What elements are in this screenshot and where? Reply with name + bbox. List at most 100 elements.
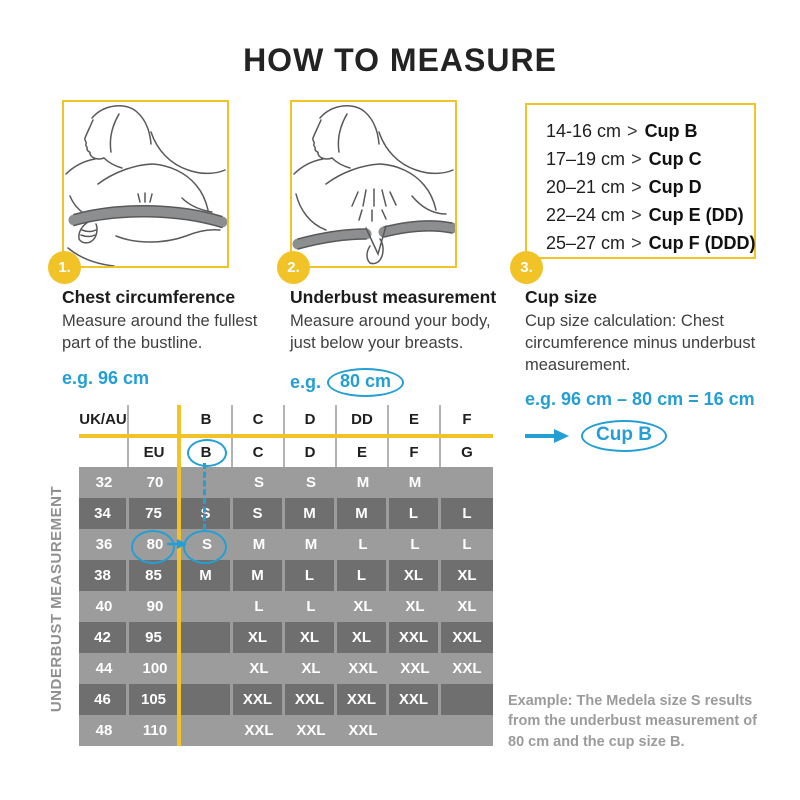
table-cell [441,467,493,498]
table-row: 32 70 S S M M [79,467,493,498]
cup-range-item: 14-16 cm > Cup B [546,117,754,145]
step-3-badge: 3. [510,251,543,284]
cup-range-item: 20–21 cm > Cup D [546,173,754,201]
table-cell: XXL [389,622,441,653]
greater-than-separator: > [631,177,642,197]
circle-annotation-eu-cup-b [187,439,227,467]
table-cell: 34 [79,498,129,529]
table-cell: XXL [348,660,378,677]
cup-text: Cup C [648,149,702,169]
step-2-badge: 2. [277,251,310,284]
table-cell: XL [405,598,425,615]
dashed-guide-line [203,463,206,530]
cup-range-item: 22–24 cm > Cup E (DD) [546,201,754,229]
table-cell: XL [301,660,321,677]
step-3-heading: Cup size [525,287,597,307]
table-cell: XL [337,622,389,653]
table-cell: M [356,474,370,491]
table-cell: XL [233,622,285,653]
circled-underbust-value: 80 cm [327,367,405,397]
table-cell: XXL [389,684,441,715]
table-row: 42 95 XL XL XL XXL XXL [79,622,493,653]
page-title: HOW TO MEASURE [243,42,557,78]
size-table-body: 32 70 S S M M 34 75 S S M M L L 36 80 S M M L L L 38 85 M M L L XL XL… [79,467,493,746]
table-cell: S [233,498,285,529]
underbust-measure-illustration-box [290,100,457,268]
table-header-row-eu: EU B C D E F G [79,438,493,467]
cup-text: Cup E (DD) [648,205,744,225]
table-cell: L [285,560,337,591]
table-row: 40 90 L L XL XL XL [79,591,493,622]
greater-than-separator: > [631,149,642,169]
table-cell: L [441,498,493,529]
cup-text: Cup D [648,177,702,197]
table-cell: L [337,560,389,591]
table-cell: M [408,474,422,491]
table-cell: 40 [95,598,113,615]
table-cell [389,715,441,746]
header-cell [129,405,181,434]
example-prefix: e.g. [290,371,322,392]
table-cell [181,715,233,746]
table-cell: 85 [129,560,181,591]
table-cell: XL [249,660,269,677]
table-cell: L [462,536,472,553]
table-row: 44 100 XL XL XXL XXL XXL [79,653,493,684]
table-cell: S [181,498,233,529]
range-text: 14-16 cm [546,121,622,141]
table-cell: XL [285,622,337,653]
table-row: 34 75 S S M M L L [79,498,493,529]
size-table-header: UK/AU B C D DD E F EU B C D E F G [79,405,493,467]
table-cell: L [410,536,420,553]
range-text: 25–27 cm [546,233,626,253]
table-cell: M [181,560,233,591]
header-cell: C [233,438,285,467]
table-cell: 75 [129,498,181,529]
greater-than-separator: > [627,121,638,141]
table-cell: 38 [79,560,129,591]
step-2-body: Measure around your body, just below you… [290,312,491,352]
step-1-instructions: Chest circumference Measure around the f… [62,287,280,389]
example-footnote: Example: The Medela size S results from … [508,693,757,750]
table-cell [441,715,493,746]
table-cell [181,684,233,715]
table-cell: M [252,536,266,553]
table-cell: XL [389,560,441,591]
table-cell: 36 [95,536,113,553]
table-cell: 46 [79,684,129,715]
table-row: 46 105 XXL XXL XXL XXL [79,684,493,715]
table-cell: 70 [146,474,164,491]
table-cell: XXL [348,722,378,739]
table-cell: XXL [452,660,482,677]
header-cell: F [389,438,441,467]
header-cell [79,438,129,467]
step-3-body: Cup size calculation: Chest circumferenc… [525,312,756,374]
table-cell: M [285,498,337,529]
step-3-instructions: Cup size Cup size calculation: Chest cir… [525,287,767,453]
cup-size-range-chart: 14-16 cm > Cup B 17–19 cm > Cup C 20–21 cm > C… [525,103,756,259]
header-cell: EU [129,438,181,467]
table-cell: S [253,474,264,491]
header-cell: E [337,438,389,467]
table-cell: L [358,536,368,553]
woman-underbust-tape-illustration [292,105,455,265]
range-text: 20–21 cm [546,177,626,197]
circled-cup-result: Cup B [581,420,667,453]
table-cell: 44 [95,660,113,677]
right-arrow-small-icon [167,539,187,549]
range-text: 22–24 cm [546,205,626,225]
greater-than-separator: > [631,233,642,253]
table-cell: M [337,498,389,529]
table-cell: S [305,474,316,491]
step-2-heading: Underbust measurement [290,287,497,307]
table-cell: L [254,598,264,615]
table-cell: 95 [129,622,181,653]
table-cell [181,467,233,498]
table-cell: XXL [296,722,326,739]
underbust-axis-label: UNDERBUST MEASUREMENT [48,485,65,713]
yellow-vertical-divider [177,405,181,746]
circle-annotation-size-s [183,530,227,564]
table-cell: M [233,560,285,591]
table-header-row-ukau: UK/AU B C D DD E F [79,405,493,434]
